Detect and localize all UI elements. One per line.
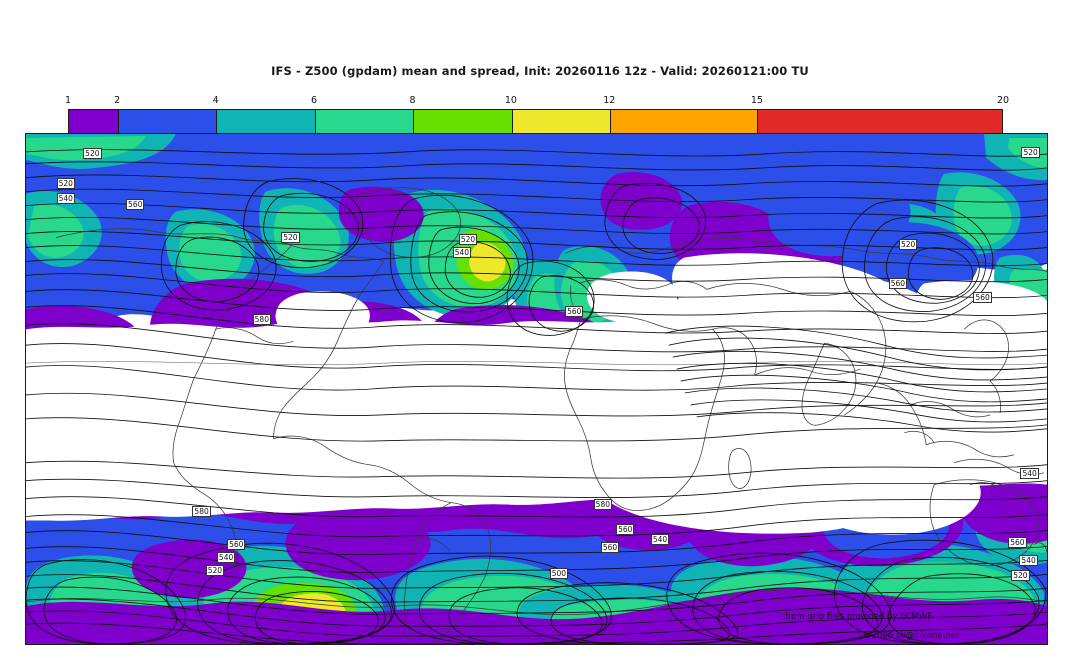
contour-label: 540: [1020, 468, 1039, 480]
colorbar-tick-15: 15: [750, 95, 763, 106]
contour-label: 520: [1011, 570, 1030, 582]
colorbar-tick-8: 8: [409, 95, 416, 106]
contour-label: 580: [593, 498, 612, 510]
colorbar-tick-1: 1: [64, 95, 72, 106]
contour-label: 520: [281, 231, 300, 243]
contour-label: 520: [898, 238, 918, 250]
contour-label: 520: [458, 233, 478, 245]
contour-label: 560: [227, 539, 246, 551]
colorbar-legend: 1 2 4 6 8 10 12 15 20: [64, 95, 1009, 134]
colorbar-tick-12: 12: [603, 95, 616, 106]
colorbar-segment-6-8: [314, 110, 414, 133]
colorbar-tick-6: 6: [311, 95, 318, 106]
copyright-credit: ©2026 sb@irizone.net: [863, 631, 960, 641]
contour-label: 540: [1019, 554, 1038, 566]
colorbar-segment-4-6: [216, 110, 315, 133]
colorbar-segment-8-10: [413, 110, 512, 133]
contour-label: 560: [973, 292, 992, 304]
map-svg: [26, 134, 1047, 644]
contour-label: 560: [600, 542, 620, 553]
low-spread-white-belt: [26, 253, 1047, 535]
contour-label: 560: [565, 305, 584, 317]
contour-label: 540: [452, 247, 472, 259]
contour-label: 520: [1021, 146, 1040, 158]
contour-label: 560: [126, 199, 145, 211]
contour-label: 520: [83, 148, 102, 160]
colorbar-tick-20: 20: [996, 95, 1010, 106]
contour-label: 580: [192, 506, 211, 518]
contour-label: 560: [616, 524, 635, 536]
colorbar-segment-1-2: [69, 110, 118, 133]
colorbar-gradient: [68, 109, 1003, 134]
colorbar-tick-4: 4: [212, 95, 219, 106]
colorbar-segment-10-12: [511, 110, 611, 133]
z500-mean-contours: [26, 149, 1047, 644]
contour-label: 540: [216, 552, 236, 564]
contour-label: 520: [56, 177, 75, 189]
contour-label: 540: [650, 534, 670, 546]
map-canvas[interactable]: 520 520 520 540 560 520 520 540 520 560 560 580 560 5…: [25, 133, 1048, 645]
colorbar-segment-12-15: [610, 110, 758, 133]
contour-label: 580: [252, 313, 271, 325]
colorbar-segment-15-20: [757, 110, 1002, 133]
contour-label: 500: [549, 567, 569, 579]
contour-label: 540: [56, 192, 75, 204]
contour-label: 520: [205, 564, 225, 576]
chart-title: IFS - Z500 (gpdam) mean and spread, Init…: [271, 64, 809, 78]
contour-label: 560: [1008, 536, 1027, 548]
colorbar-tick-2: 2: [114, 95, 121, 106]
contour-label: 560: [888, 278, 908, 290]
data-source-credit: from grib files provided by ECMWF: [785, 612, 932, 622]
colorbar-tick-labels: 1 2 4 6 8 10 12 15 20: [64, 95, 1009, 109]
colorbar-tick-10: 10: [504, 95, 517, 106]
colorbar-segment-2-4: [117, 110, 217, 133]
